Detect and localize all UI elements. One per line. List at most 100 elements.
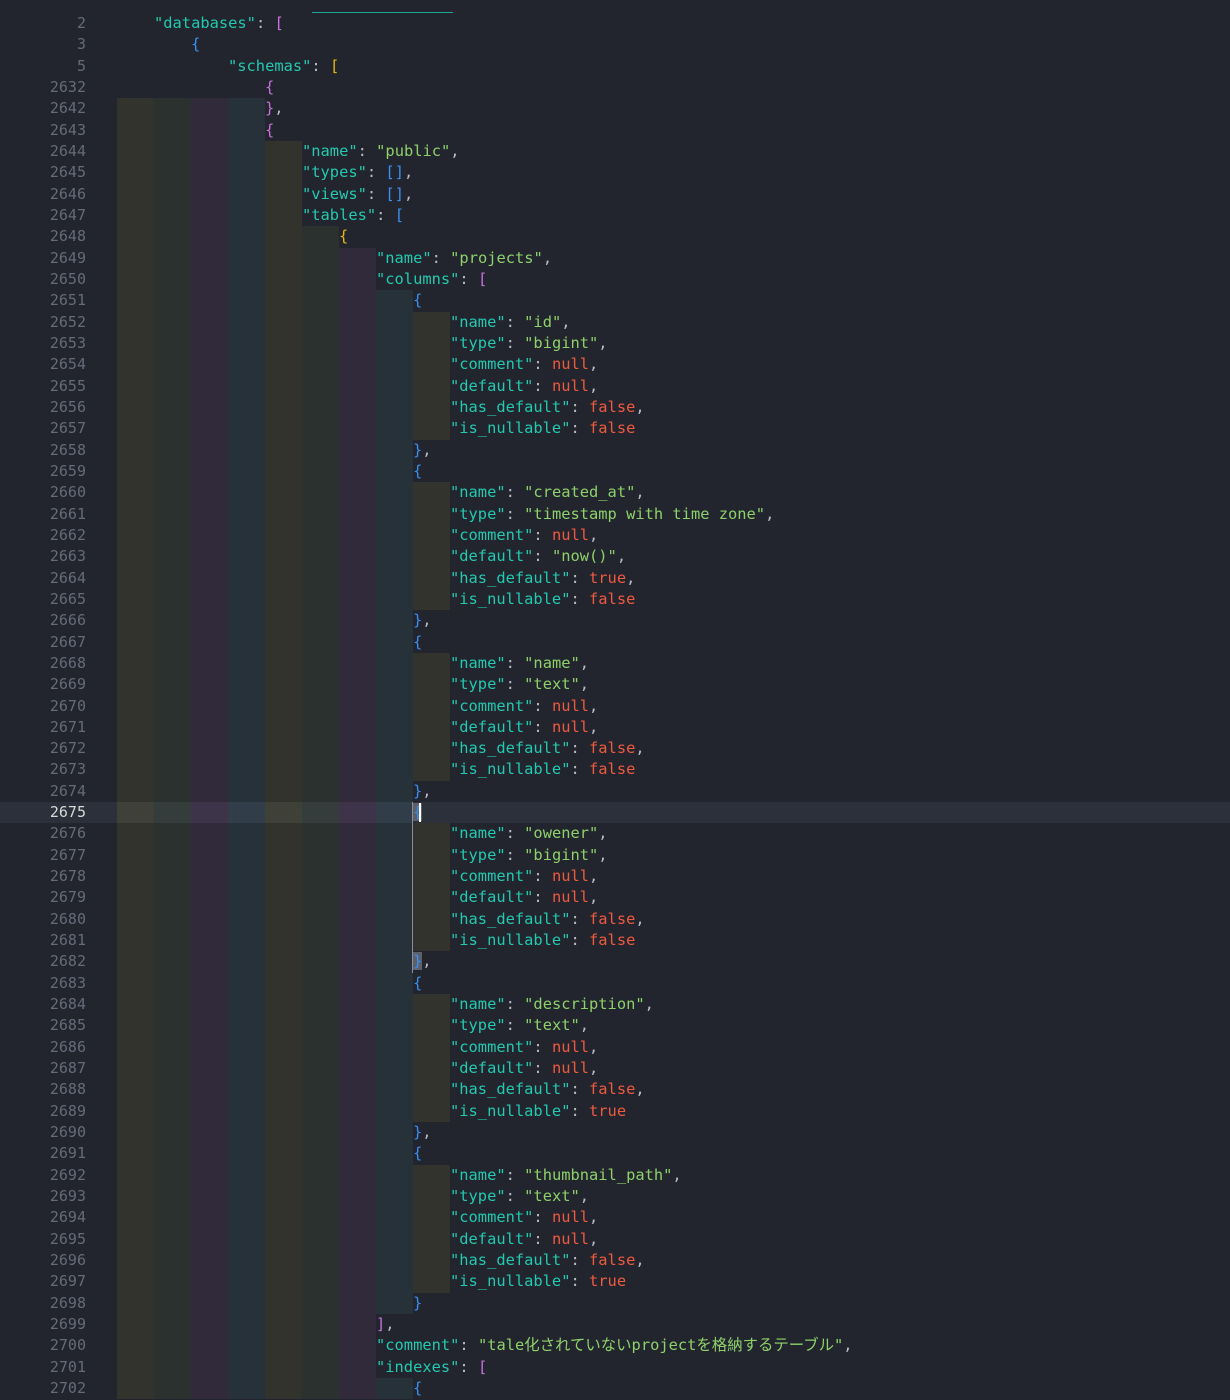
- indent-guide: [228, 119, 265, 141]
- code-text: "name": "thumbnail_path",: [450, 1165, 682, 1186]
- json-literal: true: [589, 568, 627, 587]
- line-number: 2672: [49, 739, 86, 758]
- indent-guide: [154, 1143, 191, 1165]
- code-line[interactable]: 2673 "is_nullable": false: [0, 759, 1230, 781]
- indent-guide: [265, 524, 302, 547]
- code-line[interactable]: 2632 {: [0, 77, 1230, 98]
- code-line[interactable]: 2687 "default": null,: [0, 1058, 1230, 1080]
- code-line[interactable]: 2674},: [0, 780, 1230, 803]
- code-line[interactable]: 2664 "has_default": true,: [0, 567, 1230, 589]
- code-line[interactable]: 2683 {: [0, 972, 1230, 995]
- code-line[interactable]: 2658},: [0, 439, 1230, 461]
- code-line[interactable]: 2691 {: [0, 1143, 1230, 1165]
- code-line[interactable]: 2675 {: [0, 802, 1230, 824]
- code-line[interactable]: 2659 {: [0, 460, 1230, 483]
- code-line[interactable]: 2653 "type": "bigint",: [0, 332, 1230, 355]
- indent-guide: [154, 1186, 191, 1208]
- code-line[interactable]: 2654 "comment": null,: [0, 354, 1230, 376]
- code-line[interactable]: 2697 "is_nullable": true: [0, 1271, 1230, 1293]
- code-text: "has_default": false,: [450, 1250, 645, 1271]
- code-line[interactable]: 2669 "type": "text",: [0, 674, 1230, 696]
- indent-guide: [154, 695, 191, 717]
- code-line[interactable]: 2652 "name": "id",: [0, 311, 1230, 333]
- indent-guide: [117, 887, 154, 909]
- code-line[interactable]: 2686 "comment": null,: [0, 1036, 1230, 1059]
- code-editor[interactable]: 2 "databases": [3{5 "schemas": [2632{2642}…: [0, 13, 1230, 1400]
- indent-guide: [265, 1207, 302, 1229]
- code-line[interactable]: 2648 {: [0, 226, 1230, 248]
- indent-guide: [154, 546, 191, 568]
- code-line[interactable]: 2679 "default": null,: [0, 887, 1230, 909]
- code-line[interactable]: 2681 "is_nullable": false: [0, 930, 1230, 952]
- code-line[interactable]: 2649 "name": "projects",: [0, 247, 1230, 269]
- code-line[interactable]: 2667 {: [0, 631, 1230, 653]
- json-literal: false: [589, 739, 636, 758]
- code-line[interactable]: 2660 "name": "created_at",: [0, 482, 1230, 504]
- code-line[interactable]: 2682},: [0, 951, 1230, 973]
- code-line[interactable]: 2695 "default": null,: [0, 1228, 1230, 1251]
- indent-guide: [228, 247, 265, 269]
- code-line[interactable]: 2693 "type": "text",: [0, 1186, 1230, 1208]
- indent-guide: [376, 695, 413, 717]
- code-line[interactable]: 2665 "is_nullable": false: [0, 588, 1230, 611]
- code-line[interactable]: 2656 "has_default": false,: [0, 396, 1230, 419]
- code-line[interactable]: 2700 "comment": "tale化されていないprojectを格納するテ…: [0, 1335, 1230, 1357]
- code-line[interactable]: 2684 "name": "description",: [0, 994, 1230, 1016]
- indent-guide: [302, 546, 339, 568]
- code-line[interactable]: 2643 {: [0, 119, 1230, 141]
- code-line[interactable]: 2676 "name": "owener",: [0, 823, 1230, 845]
- code-line[interactable]: 2701 "indexes": [: [0, 1356, 1230, 1378]
- code-line[interactable]: 5 "schemas": [: [0, 56, 1230, 77]
- code-line[interactable]: 2651 {: [0, 290, 1230, 312]
- code-text: {: [191, 34, 200, 55]
- code-line[interactable]: 2666},: [0, 610, 1230, 632]
- indent-guide: [302, 759, 339, 781]
- code-line[interactable]: 2689 "is_nullable": true: [0, 1100, 1230, 1123]
- code-line[interactable]: 2699],: [0, 1314, 1230, 1336]
- code-line[interactable]: 2680 "has_default": false,: [0, 908, 1230, 931]
- code-line[interactable]: 2650 "columns": [: [0, 268, 1230, 291]
- code-line[interactable]: 2657 "is_nullable": false: [0, 418, 1230, 440]
- indent-guide: [413, 482, 450, 504]
- code-line[interactable]: 2690},: [0, 1122, 1230, 1144]
- code-line[interactable]: 2677 "type": "bigint",: [0, 844, 1230, 867]
- code-line[interactable]: 2694 "comment": null,: [0, 1207, 1230, 1229]
- indent-guide: [302, 738, 339, 760]
- code-line[interactable]: 2655 "default": null,: [0, 375, 1230, 397]
- code-line[interactable]: 2644 "name": "public",: [0, 140, 1230, 163]
- code-line[interactable]: 2662 "comment": null,: [0, 524, 1230, 547]
- code-line[interactable]: 2663 "default": "now()",: [0, 546, 1230, 568]
- code-line[interactable]: 2685 "type": "text",: [0, 1015, 1230, 1037]
- indent-guide: [265, 332, 302, 355]
- code-line[interactable]: 2702 {: [0, 1378, 1230, 1400]
- code-line[interactable]: 2672 "has_default": false,: [0, 738, 1230, 760]
- code-line[interactable]: 2698}: [0, 1292, 1230, 1315]
- code-line[interactable]: 2668 "name": "name",: [0, 652, 1230, 675]
- code-line[interactable]: 2642},: [0, 98, 1230, 120]
- indent-guide: [228, 738, 265, 760]
- indent-guide: [154, 1058, 191, 1080]
- code-line[interactable]: 2692 "name": "thumbnail_path",: [0, 1164, 1230, 1187]
- code-text: "name": "description",: [450, 994, 654, 1015]
- code-line[interactable]: 2646 "views": [],: [0, 183, 1230, 205]
- code-line[interactable]: 2 "databases": [: [0, 13, 1230, 34]
- code-line[interactable]: 3{: [0, 34, 1230, 55]
- code-line[interactable]: 2696 "has_default": false,: [0, 1250, 1230, 1272]
- code-line[interactable]: 2671 "default": null,: [0, 716, 1230, 739]
- code-line[interactable]: 2688 "has_default": false,: [0, 1079, 1230, 1101]
- code-line[interactable]: 2661 "type": "timestamp with time zone",: [0, 503, 1230, 525]
- json-key: "comment": [450, 525, 534, 544]
- code-line[interactable]: 2678 "comment": null,: [0, 866, 1230, 888]
- indent-guide: [339, 844, 376, 867]
- indent-guide: [339, 332, 376, 355]
- json-string: "description": [524, 995, 645, 1014]
- indent-guide: [339, 1015, 376, 1037]
- line-number: 2671: [49, 717, 86, 736]
- line-number: 2697: [49, 1272, 86, 1291]
- bracket: {: [413, 1379, 423, 1397]
- json-key: "has_default": [450, 397, 571, 416]
- indent-guide: [117, 439, 154, 461]
- code-line[interactable]: 2647 "tables": [: [0, 204, 1230, 227]
- code-line[interactable]: 2670 "comment": null,: [0, 695, 1230, 717]
- code-line[interactable]: 2645 "types": [],: [0, 162, 1230, 184]
